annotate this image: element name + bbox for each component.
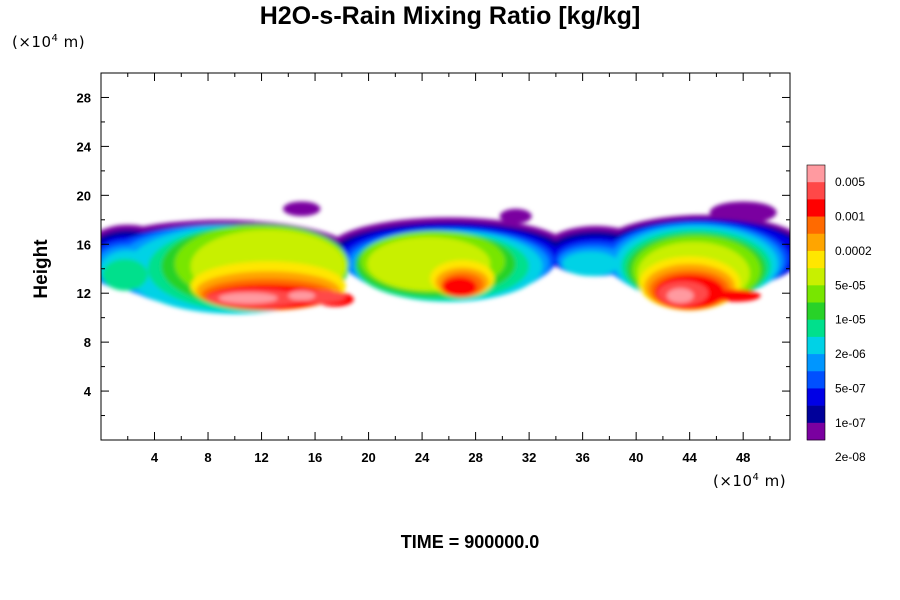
contour-region [709, 201, 777, 224]
x-tick-label: 40 [629, 450, 643, 465]
y-tick-label: 28 [77, 90, 91, 105]
contour-region [288, 290, 316, 301]
colorbar-swatch [807, 422, 825, 441]
y-tick-label: 8 [84, 335, 91, 350]
colorbar-swatch [807, 268, 825, 286]
colorbar-swatch [807, 216, 825, 235]
x-tick-label: 32 [522, 450, 536, 465]
x-tick-label: 28 [468, 450, 482, 465]
x-tick-label: 12 [254, 450, 268, 465]
colorbar-swatch [807, 354, 825, 372]
time-label: TIME = 900000.0 [400, 532, 540, 552]
colorbar-label: 2e-08 [835, 450, 866, 464]
colorbar: 0.005 0.001 0.0002 5e-05 1e-05 2e-06 5e-07 1e-0… [806, 164, 872, 464]
contour-region [666, 288, 694, 303]
contour-region [712, 289, 761, 302]
colorbar-swatch [807, 199, 825, 217]
y-tick-label: 24 [77, 139, 92, 154]
colorbar-swatch [807, 250, 825, 269]
x-tick-label: 44 [682, 450, 697, 465]
contour-region [442, 277, 477, 297]
colorbar-label: 1e-07 [835, 416, 866, 430]
colorbar-label: 5e-07 [835, 381, 866, 395]
contour-field [101, 201, 790, 314]
x-tick-label: 8 [204, 450, 211, 465]
field-group [101, 201, 790, 314]
colorbar-swatch [807, 405, 825, 424]
y-tick-label: 12 [77, 286, 91, 301]
x-axis-unit: (×104 m) [713, 472, 787, 490]
contour-region [499, 208, 532, 224]
x-tick-label: 4 [151, 450, 159, 465]
x-tick-label: 16 [308, 450, 322, 465]
colorbar-swatch [807, 302, 825, 320]
colorbar-label: 1e-05 [835, 313, 866, 327]
y-tick-label: 20 [77, 188, 91, 203]
x-tick-label: 24 [415, 450, 430, 465]
colorbar-label: 5e-05 [835, 278, 866, 292]
colorbar-label: 2e-06 [835, 347, 866, 361]
colorbar-swatch [807, 336, 825, 355]
plot-frame [100, 72, 791, 441]
colorbar-swatch [807, 285, 825, 303]
colorbar-label: 0.001 [835, 210, 865, 224]
colorbar-swatch [807, 371, 825, 389]
x-tick-label: 36 [575, 450, 589, 465]
x-tick-label: 48 [736, 450, 750, 465]
colorbar-swatch [807, 233, 825, 252]
colorbar-label: 0.005 [835, 175, 865, 189]
contour-region [102, 258, 148, 291]
colorbar-swatch [807, 182, 825, 200]
y-tick-label: 16 [77, 237, 91, 252]
contour-region [218, 292, 278, 304]
colorbar-swatch [807, 388, 825, 406]
colorbar-swatch [807, 319, 825, 338]
x-tick-label: 20 [361, 450, 375, 465]
colorbar-frame [806, 164, 826, 441]
y-tick-label: 4 [84, 384, 92, 399]
contour-region [562, 251, 619, 277]
colorbar-swatch [807, 165, 825, 183]
chart-title: H2O-s-Rain Mixing Ratio [kg/kg] [259, 2, 641, 30]
y-axis-unit: (×104 m) [12, 33, 86, 51]
colorbar-label: 0.0002 [835, 244, 872, 258]
contour-region [282, 201, 321, 217]
